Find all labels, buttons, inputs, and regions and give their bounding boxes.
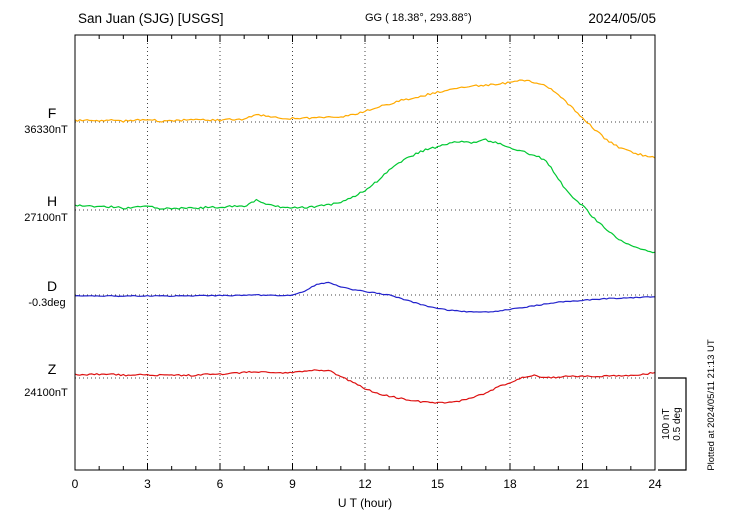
component-label-H: H: [47, 193, 57, 209]
x-tick-label: 3: [144, 477, 151, 491]
station-title: San Juan (SJG) [USGS]: [78, 11, 224, 26]
component-value-D: -0.3deg: [28, 297, 65, 309]
geographic-coords-label: GG ( 18.38°, 293.88°): [365, 12, 472, 24]
date-label: 2024/05/05: [588, 11, 656, 26]
component-label-Z: Z: [48, 361, 57, 377]
x-axis-title: U T (hour): [338, 496, 392, 510]
component-value-F: 36330nT: [24, 124, 68, 136]
trace-layer: [74, 79, 656, 404]
plot-frame: [74, 34, 656, 471]
x-tick-label: 18: [503, 477, 517, 491]
trace-D: [74, 281, 656, 313]
scale-bracket: [658, 377, 687, 471]
x-tick-label: 12: [358, 477, 372, 491]
trace-H: [74, 138, 656, 254]
component-label-F: F: [48, 105, 57, 121]
trace-F: [74, 79, 656, 159]
x-tick-label: 0: [72, 477, 79, 491]
tick-layer: 0 3 6 9 12 15 18 21 24: [72, 35, 662, 491]
x-tick-label: 6: [217, 477, 224, 491]
x-tick-label: 21: [576, 477, 590, 491]
x-tick-label: 24: [648, 477, 662, 491]
component-value-H: 27100nT: [24, 212, 68, 224]
component-label-D: D: [47, 278, 57, 294]
component-value-Z: 24100nT: [24, 387, 68, 399]
scale-label-deg: 0.5 deg: [672, 407, 683, 440]
plotted-at-note: Plotted at 2024/05/11 21:13 UT: [706, 339, 717, 471]
trace-Z: [74, 369, 656, 404]
x-tick-label: 15: [431, 477, 445, 491]
scale-label-nt: 100 nT: [661, 408, 672, 439]
grid-layer: [75, 35, 655, 470]
x-tick-label: 9: [289, 477, 296, 491]
